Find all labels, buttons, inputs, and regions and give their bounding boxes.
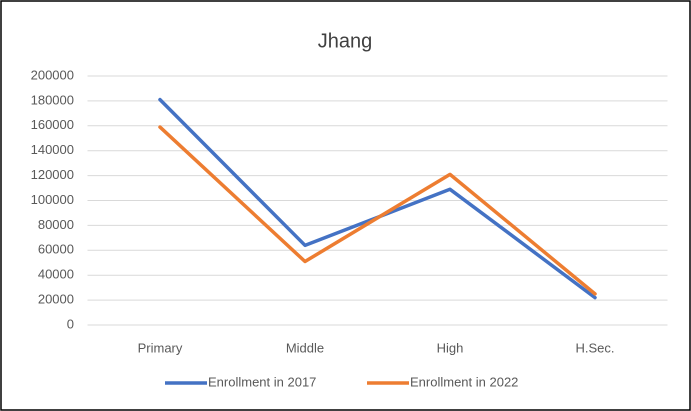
y-tick-label: 180000 <box>31 92 74 107</box>
y-tick-label: 200000 <box>31 67 74 82</box>
y-tick-label: 60000 <box>38 242 74 257</box>
y-tick-label: 100000 <box>31 192 74 207</box>
y-tick-label: 40000 <box>38 267 74 282</box>
y-tick-label: 160000 <box>31 117 74 132</box>
legend-label: Enrollment in 2017 <box>208 374 316 389</box>
y-tick-label: 0 <box>67 316 74 331</box>
y-tick-label: 120000 <box>31 167 74 182</box>
data-line <box>158 125 597 296</box>
x-tick-label: Primary <box>138 340 183 355</box>
y-tick-label: 20000 <box>38 292 74 307</box>
x-tick-label: Middle <box>286 340 324 355</box>
y-tick-label: 140000 <box>31 142 74 157</box>
chart-title: Jhang <box>318 30 373 52</box>
x-tick-label: High <box>437 340 464 355</box>
x-tick-label: H.Sec. <box>575 340 614 355</box>
legend-label: Enrollment in 2022 <box>410 374 518 389</box>
y-tick-label: 80000 <box>38 217 74 232</box>
